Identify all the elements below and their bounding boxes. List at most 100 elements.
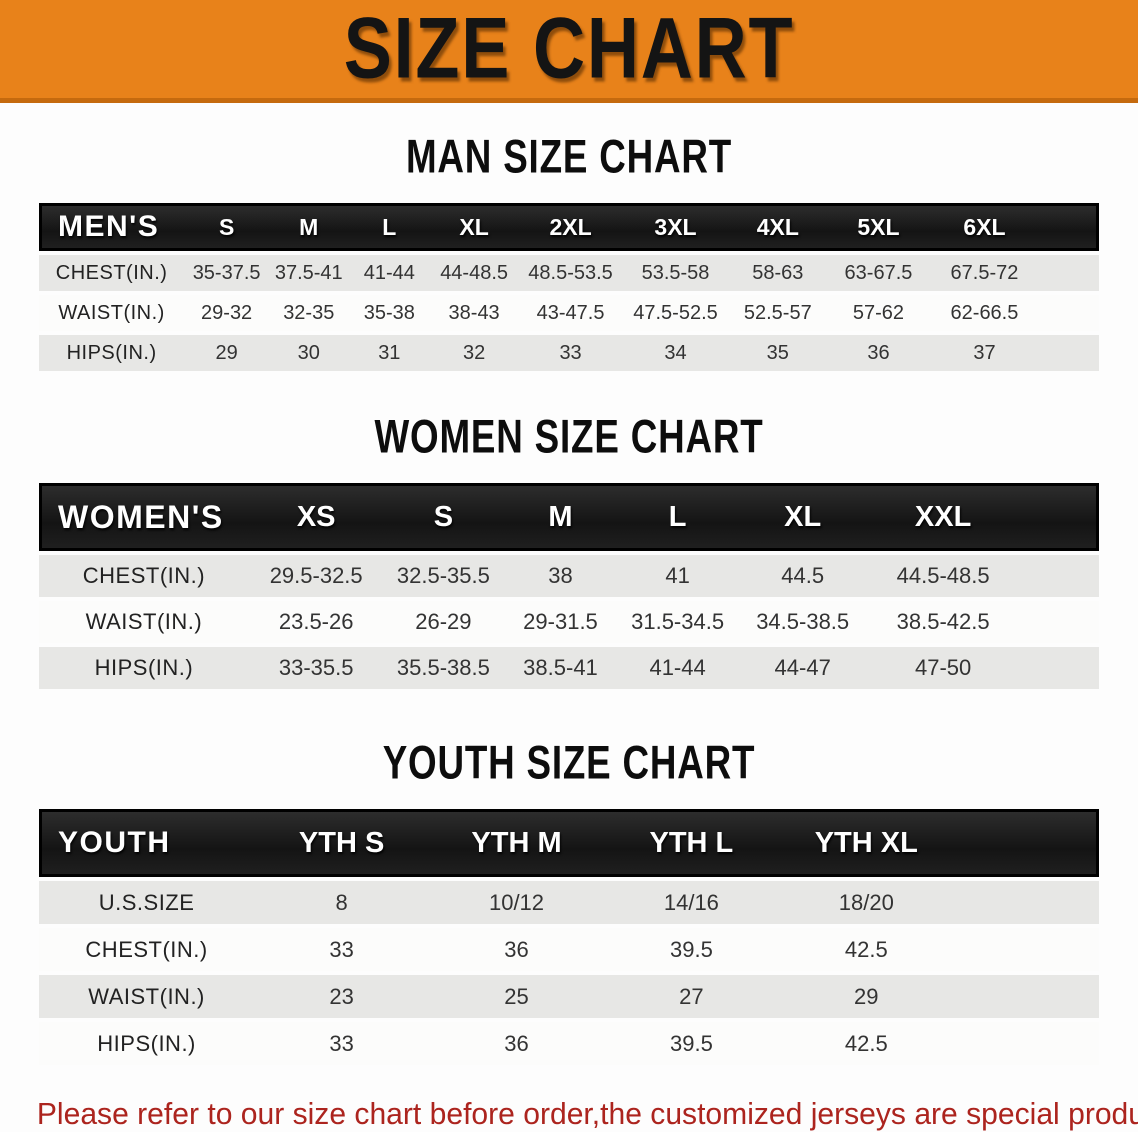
filler-header-cell xyxy=(1018,483,1099,551)
measurement-value-cell: 41 xyxy=(617,551,738,597)
size-table: YOUTH YTH S YTH M YTH L YTH XL U.S.SIZE 8 10/12… xyxy=(39,809,1099,1065)
measurement-value-cell: 41-44 xyxy=(348,251,431,291)
size-column-header: 6XL xyxy=(929,203,1040,251)
size-column-header: YTH L xyxy=(603,809,779,877)
filler-cell xyxy=(953,971,1099,1018)
table-row: WAIST(IN.) 29-32 32-35 35-38 38-43 43-47.5 47.… xyxy=(39,291,1099,331)
measurement-value-cell: 38.5-41 xyxy=(503,643,618,689)
measurement-value-cell: 36 xyxy=(429,924,604,971)
measurement-value-cell: 31 xyxy=(348,331,431,371)
size-column-header: XXL xyxy=(867,483,1019,551)
size-column-header: 2XL xyxy=(518,203,624,251)
measurement-value-cell: 29 xyxy=(184,331,270,371)
filler-cell xyxy=(1039,251,1099,291)
measurement-value-cell: 37 xyxy=(929,331,1040,371)
group-label-header: YOUTH xyxy=(39,809,255,877)
filler-cell xyxy=(953,924,1099,971)
measurement-value-cell: 27 xyxy=(603,971,779,1018)
measurement-value-cell: 38-43 xyxy=(430,291,519,331)
table-header-row: WOMEN'S XS S M L XL XXL xyxy=(39,483,1099,551)
measurement-label-cell: WAIST(IN.) xyxy=(39,597,249,643)
measurement-value-cell: 14/16 xyxy=(603,877,779,924)
measurement-value-cell: 32 xyxy=(430,331,519,371)
size-chart-section: WOMEN SIZE CHART WOMEN'S XS S M L XL XXL CHEST(I… xyxy=(0,409,1138,689)
banner: SIZE CHART xyxy=(0,0,1138,103)
size-column-header: L xyxy=(348,203,431,251)
measurement-label-cell: CHEST(IN.) xyxy=(39,924,255,971)
measurement-value-cell: 34.5-38.5 xyxy=(737,597,868,643)
measurement-value-cell: 43-47.5 xyxy=(518,291,624,331)
size-column-header: L xyxy=(617,483,738,551)
measurement-value-cell: 31.5-34.5 xyxy=(617,597,738,643)
size-table: WOMEN'S XS S M L XL XXL CHEST(IN.) 29.5-32.5 32.5… xyxy=(39,483,1099,689)
measurement-label-cell: HIPS(IN.) xyxy=(39,643,249,689)
measurement-value-cell: 35 xyxy=(727,331,828,371)
measurement-value-cell: 44-48.5 xyxy=(430,251,519,291)
measurement-value-cell: 47.5-52.5 xyxy=(623,291,728,331)
group-label-header: WOMEN'S xyxy=(39,483,249,551)
filler-header-cell xyxy=(1039,203,1099,251)
measurement-label-cell: WAIST(IN.) xyxy=(39,291,185,331)
measurement-value-cell: 34 xyxy=(623,331,728,371)
measurement-value-cell: 63-67.5 xyxy=(827,251,930,291)
filler-cell xyxy=(1039,331,1099,371)
measurement-value-cell: 35-37.5 xyxy=(184,251,270,291)
measurement-value-cell: 35-38 xyxy=(348,291,431,331)
measurement-value-cell: 48.5-53.5 xyxy=(518,251,624,291)
measurement-value-cell: 33-35.5 xyxy=(248,643,384,689)
table-row: CHEST(IN.) 35-37.5 37.5-41 41-44 44-48.5 48.5… xyxy=(39,251,1099,291)
size-column-header: 4XL xyxy=(727,203,828,251)
measurement-value-cell: 38.5-42.5 xyxy=(867,597,1019,643)
size-column-header: XS xyxy=(248,483,384,551)
measurement-value-cell: 30 xyxy=(269,331,349,371)
measurement-value-cell: 47-50 xyxy=(867,643,1019,689)
measurement-value-cell: 37.5-41 xyxy=(269,251,349,291)
measurement-value-cell: 35.5-38.5 xyxy=(383,643,504,689)
measurement-label-cell: HIPS(IN.) xyxy=(39,1018,255,1065)
table-row: HIPS(IN.) 33-35.5 35.5-38.5 38.5-41 41-44 44-… xyxy=(39,643,1099,689)
measurement-label-cell: CHEST(IN.) xyxy=(39,251,185,291)
section-heading: WOMEN SIZE CHART xyxy=(374,409,764,463)
measurement-value-cell: 10/12 xyxy=(429,877,604,924)
measurement-value-cell: 52.5-57 xyxy=(727,291,828,331)
measurement-value-cell: 33 xyxy=(518,331,624,371)
table-row: WAIST(IN.) 23 25 27 29 xyxy=(39,971,1099,1018)
measurement-value-cell: 42.5 xyxy=(778,1018,954,1065)
size-column-header: 3XL xyxy=(623,203,728,251)
table-row: CHEST(IN.) 33 36 39.5 42.5 xyxy=(39,924,1099,971)
filler-cell xyxy=(1039,291,1099,331)
table-row: WAIST(IN.) 23.5-26 26-29 29-31.5 31.5-34.5 34… xyxy=(39,597,1099,643)
measurement-label-cell: U.S.SIZE xyxy=(39,877,255,924)
size-column-header: 5XL xyxy=(827,203,930,251)
filler-cell xyxy=(1018,643,1099,689)
size-column-header: XL xyxy=(737,483,868,551)
table-row: CHEST(IN.) 29.5-32.5 32.5-35.5 38 41 44.5 44.5… xyxy=(39,551,1099,597)
measurement-value-cell: 33 xyxy=(254,1018,430,1065)
measurement-value-cell: 18/20 xyxy=(778,877,954,924)
disclaimer-line1: Please refer to our size chart before or… xyxy=(36,1096,1138,1131)
size-table: MEN'S S M L XL 2XL 3XL 4XL 5XL 6XL CHEST(IN.) 35-37… xyxy=(39,203,1099,371)
section-heading: MAN SIZE CHART xyxy=(405,129,733,183)
measurement-value-cell: 39.5 xyxy=(603,924,779,971)
measurement-label-cell: CHEST(IN.) xyxy=(39,551,249,597)
size-column-header: YTH XL xyxy=(778,809,954,877)
measurement-value-cell: 25 xyxy=(429,971,604,1018)
measurement-value-cell: 53.5-58 xyxy=(623,251,728,291)
measurement-value-cell: 32.5-35.5 xyxy=(383,551,504,597)
filler-cell xyxy=(953,877,1099,924)
table-header-row: MEN'S S M L XL 2XL 3XL 4XL 5XL 6XL xyxy=(39,203,1099,251)
disclaimer: Please refer to our size chart before or… xyxy=(0,1091,1138,1132)
banner-title: SIZE CHART xyxy=(343,0,795,97)
table-header-row: YOUTH YTH S YTH M YTH L YTH XL xyxy=(39,809,1099,877)
size-column-header: S xyxy=(383,483,504,551)
measurement-value-cell: 8 xyxy=(254,877,430,924)
measurement-value-cell: 44-47 xyxy=(737,643,868,689)
table-row: U.S.SIZE 8 10/12 14/16 18/20 xyxy=(39,877,1099,924)
measurement-value-cell: 67.5-72 xyxy=(929,251,1040,291)
measurement-value-cell: 29-32 xyxy=(184,291,270,331)
measurement-value-cell: 23 xyxy=(254,971,430,1018)
size-chart-section: YOUTH SIZE CHART YOUTH YTH S YTH M YTH L YTH … xyxy=(0,735,1138,1065)
table-row: HIPS(IN.) 33 36 39.5 42.5 xyxy=(39,1018,1099,1065)
filler-cell xyxy=(1018,551,1099,597)
measurement-label-cell: HIPS(IN.) xyxy=(39,331,185,371)
